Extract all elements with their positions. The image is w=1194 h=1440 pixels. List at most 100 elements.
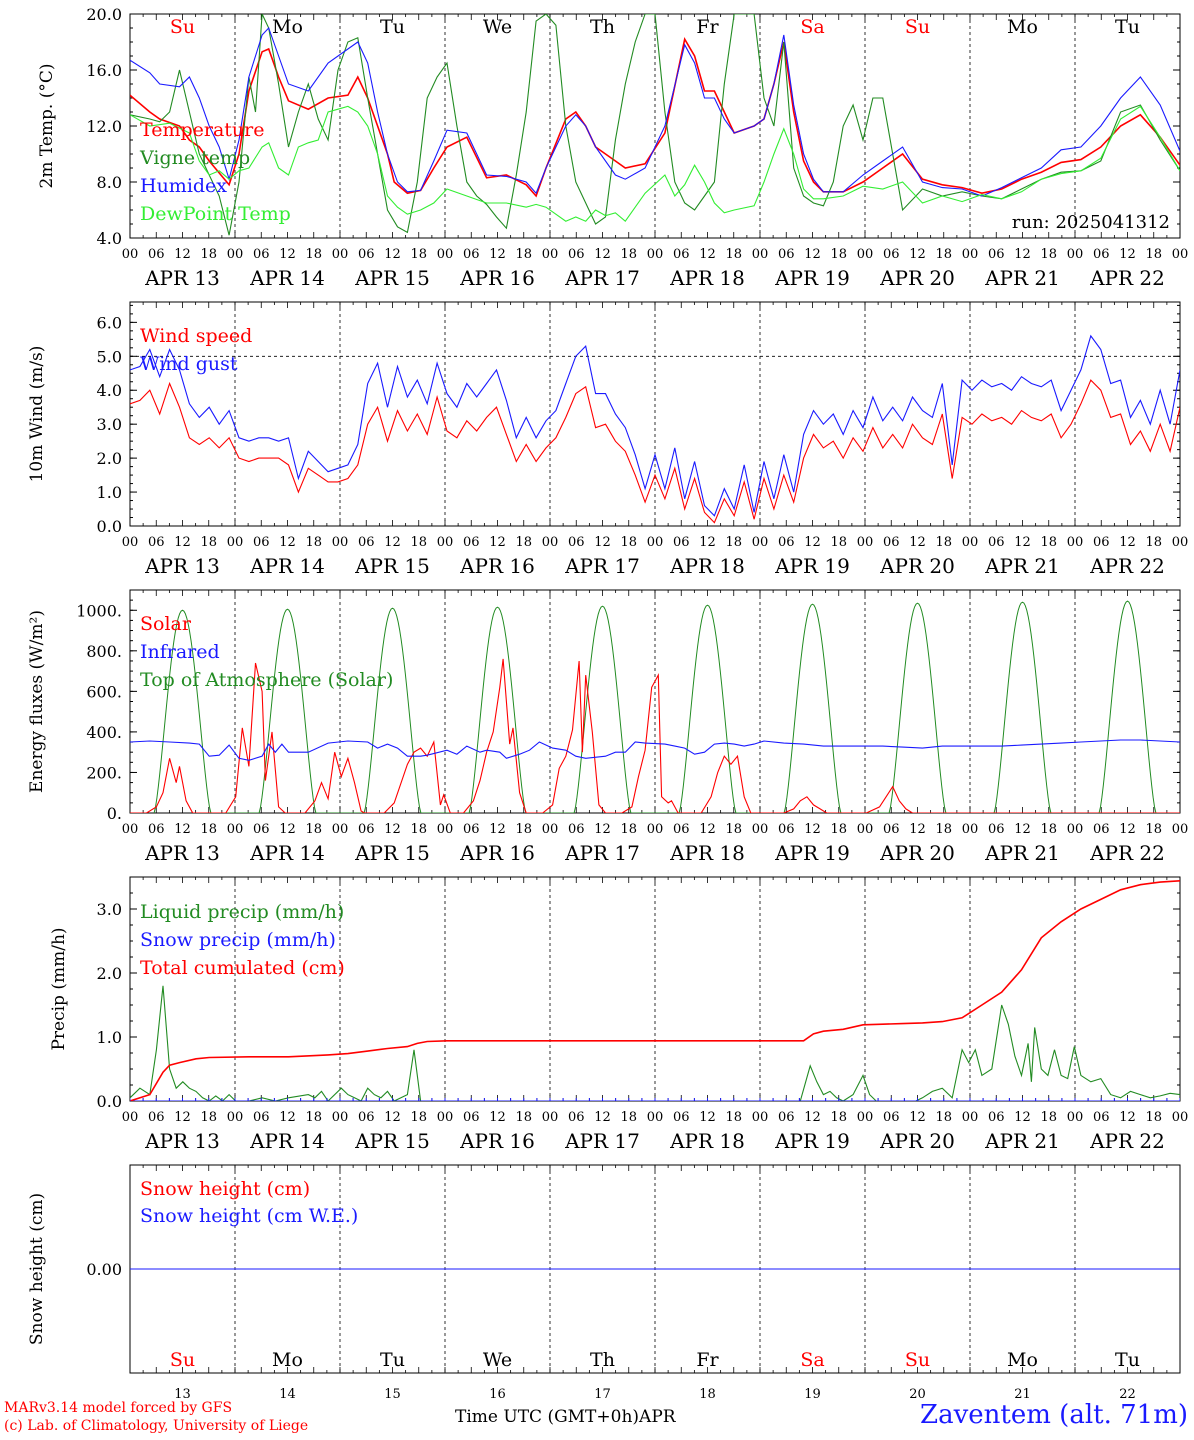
y-tick-label: 0. bbox=[107, 804, 122, 823]
hour-tick-label: 00 bbox=[1067, 1110, 1084, 1125]
day-number: 14 bbox=[279, 1387, 296, 1402]
legend-entry: Temperature bbox=[140, 119, 264, 141]
hour-tick-label: 12 bbox=[489, 535, 506, 550]
hour-tick-label: 18 bbox=[1040, 247, 1057, 262]
hour-tick-label: 18 bbox=[935, 535, 952, 550]
hour-tick-label: 00 bbox=[647, 1110, 664, 1125]
hour-tick-label: 12 bbox=[699, 822, 716, 837]
hour-tick-label: 00 bbox=[332, 247, 349, 262]
hour-tick-label: 00 bbox=[227, 1110, 244, 1125]
hour-tick-label: 06 bbox=[148, 247, 165, 262]
series-line-humidex bbox=[130, 26, 1180, 197]
hour-tick-label: 18 bbox=[620, 247, 637, 262]
hour-tick-label: 18 bbox=[305, 822, 322, 837]
hour-tick-label: 06 bbox=[988, 1110, 1005, 1125]
hour-tick-label: 00 bbox=[647, 822, 664, 837]
x-axis-label: Time UTC (GMT+0h)APR bbox=[455, 1407, 676, 1427]
hour-tick-label: 12 bbox=[279, 535, 296, 550]
hour-tick-label: 18 bbox=[620, 535, 637, 550]
date-label: APR 19 bbox=[774, 1129, 850, 1153]
legend-entry: Liquid precip (mm/h) bbox=[140, 901, 344, 923]
series-line-dewpoint-temp bbox=[130, 105, 1180, 223]
hour-tick-label: 06 bbox=[358, 1110, 375, 1125]
hour-tick-label: 06 bbox=[673, 822, 690, 837]
date-label: APR 18 bbox=[669, 1129, 745, 1153]
hour-tick-label: 18 bbox=[725, 247, 742, 262]
hour-tick-label: 06 bbox=[778, 1110, 795, 1125]
y-tick-label: 5.0 bbox=[97, 347, 122, 366]
hour-tick-label: 18 bbox=[410, 535, 427, 550]
hour-tick-label: 18 bbox=[620, 822, 637, 837]
day-name: Fr bbox=[696, 16, 719, 38]
hour-tick-label: 06 bbox=[988, 535, 1005, 550]
hour-tick-label: 12 bbox=[909, 535, 926, 550]
day-name: Tu bbox=[380, 1349, 405, 1371]
day-name: Fr bbox=[696, 1349, 719, 1371]
hour-tick-label: 12 bbox=[909, 247, 926, 262]
hour-tick-label: 00 bbox=[857, 535, 874, 550]
date-label: APR 21 bbox=[984, 266, 1060, 290]
series-line-wind-speed bbox=[130, 379, 1180, 524]
date-label: APR 14 bbox=[249, 554, 325, 578]
hour-tick-label: 00 bbox=[962, 1110, 979, 1125]
day-number: 13 bbox=[174, 1387, 191, 1402]
hour-tick-label: 06 bbox=[778, 247, 795, 262]
hour-tick-label: 18 bbox=[725, 822, 742, 837]
series-line-solar bbox=[130, 658, 1180, 813]
legend-entry: Top of Atmosphere (Solar) bbox=[140, 669, 393, 691]
hour-tick-label: 06 bbox=[463, 247, 480, 262]
hour-tick-label: 12 bbox=[594, 1110, 611, 1125]
hour-tick-label: 12 bbox=[489, 247, 506, 262]
hour-tick-label: 18 bbox=[200, 535, 217, 550]
hour-tick-label: 12 bbox=[1014, 535, 1031, 550]
date-label: APR 19 bbox=[774, 266, 850, 290]
hour-tick-label: 18 bbox=[1040, 1110, 1057, 1125]
date-label: APR 21 bbox=[984, 841, 1060, 865]
hour-tick-label: 18 bbox=[1145, 247, 1162, 262]
hour-tick-label: 06 bbox=[988, 822, 1005, 837]
date-label: APR 18 bbox=[669, 266, 745, 290]
hour-tick-label: 06 bbox=[253, 535, 270, 550]
series-group bbox=[130, 14, 1180, 236]
hour-tick-label: 18 bbox=[620, 1110, 637, 1125]
hour-tick-label: 12 bbox=[489, 822, 506, 837]
y-tick-label: 8.0 bbox=[97, 173, 122, 192]
date-label: APR 21 bbox=[984, 1129, 1060, 1153]
hour-tick-label: 00 bbox=[647, 535, 664, 550]
hour-tick-label: 12 bbox=[1119, 535, 1136, 550]
hour-tick-label: 00 bbox=[122, 1110, 139, 1125]
legend-entry: Snow precip (mm/h) bbox=[140, 929, 336, 951]
hour-tick-label: 12 bbox=[384, 1110, 401, 1125]
hour-tick-label: 06 bbox=[883, 247, 900, 262]
date-label: APR 15 bbox=[354, 841, 430, 865]
hour-tick-label: 12 bbox=[804, 247, 821, 262]
y-tick-label: 2.0 bbox=[97, 964, 122, 983]
date-label: APR 13 bbox=[144, 1129, 220, 1153]
day-name: Mo bbox=[272, 16, 303, 38]
hour-tick-label: 12 bbox=[594, 247, 611, 262]
hour-tick-label: 00 bbox=[227, 822, 244, 837]
date-label: APR 22 bbox=[1089, 266, 1165, 290]
run-annotation: run: 2025041312 bbox=[1012, 212, 1170, 233]
hour-tick-label: 06 bbox=[568, 247, 585, 262]
day-name: Mo bbox=[272, 1349, 303, 1371]
hour-tick-label: 12 bbox=[804, 1110, 821, 1125]
y-tick-label: 1.0 bbox=[97, 483, 122, 502]
day-name: Mo bbox=[1007, 16, 1038, 38]
date-label: APR 19 bbox=[774, 554, 850, 578]
hour-tick-label: 12 bbox=[384, 247, 401, 262]
y-axis-label: Energy fluxes (W/m²) bbox=[27, 610, 47, 793]
legend-entry: Snow height (cm W.E.) bbox=[140, 1205, 358, 1227]
plot-frame bbox=[129, 589, 1181, 814]
hour-tick-label: 06 bbox=[883, 535, 900, 550]
time-axis-label: Time UTC (GMT+0h) bbox=[455, 1407, 640, 1427]
hour-tick-label: 00 bbox=[542, 822, 559, 837]
legend-entry: Wind speed bbox=[140, 325, 252, 347]
y-tick-label: 4.0 bbox=[97, 229, 122, 248]
day-name: Sa bbox=[800, 1349, 824, 1371]
panel-5: 0.00 Snow height (cm) Snow height (cm) Snow… bbox=[27, 1164, 1181, 1402]
legend-entry: Infrared bbox=[140, 641, 220, 663]
hour-tick-label: 18 bbox=[410, 822, 427, 837]
y-tick-label: 0.0 bbox=[97, 517, 122, 536]
hour-tick-label: 18 bbox=[830, 535, 847, 550]
